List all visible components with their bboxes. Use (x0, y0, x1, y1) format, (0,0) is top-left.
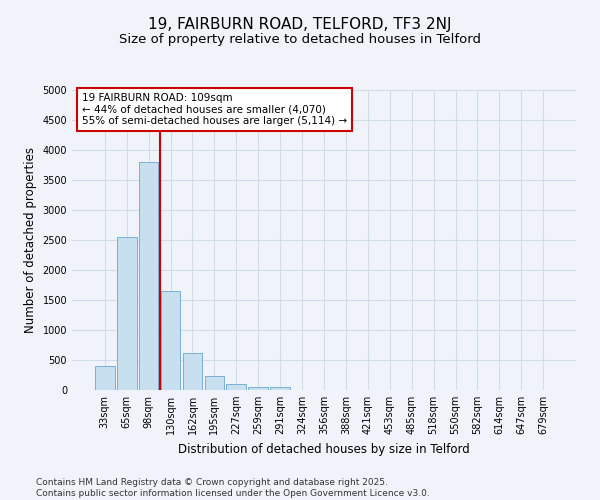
Text: Contains HM Land Registry data © Crown copyright and database right 2025.
Contai: Contains HM Land Registry data © Crown c… (36, 478, 430, 498)
Bar (270, 387, 290, 390)
Text: Size of property relative to detached houses in Telford: Size of property relative to detached ho… (119, 32, 481, 46)
Bar (205, 376, 224, 390)
Bar (139, 162, 158, 390)
Bar (248, 387, 268, 390)
Text: 19 FAIRBURN ROAD: 109sqm
← 44% of detached houses are smaller (4,070)
55% of sem: 19 FAIRBURN ROAD: 109sqm ← 44% of detach… (82, 93, 347, 126)
Bar (117, 237, 137, 390)
Bar (182, 353, 202, 390)
Bar (226, 384, 246, 390)
Bar (95, 366, 115, 390)
Y-axis label: Number of detached properties: Number of detached properties (24, 147, 37, 333)
Text: 19, FAIRBURN ROAD, TELFORD, TF3 2NJ: 19, FAIRBURN ROAD, TELFORD, TF3 2NJ (148, 18, 452, 32)
Bar (161, 291, 181, 390)
X-axis label: Distribution of detached houses by size in Telford: Distribution of detached houses by size … (178, 442, 470, 456)
